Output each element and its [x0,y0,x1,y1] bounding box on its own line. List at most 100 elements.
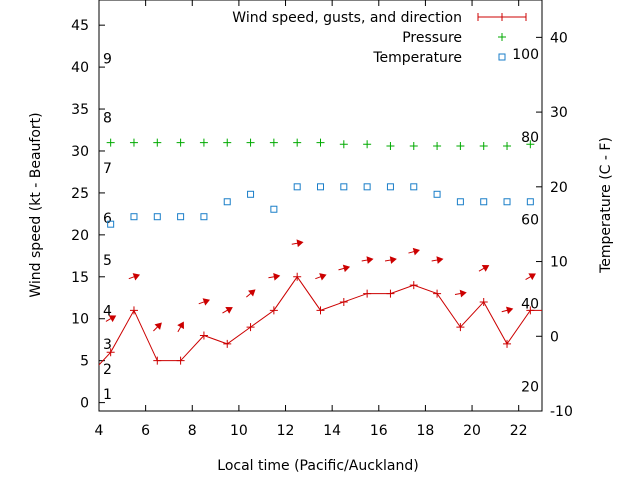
beaufort-label: 3 [103,337,112,353]
y-right-tick-label: 30 [550,105,568,121]
wind-speed-point [503,339,512,348]
pressure-point [316,138,325,147]
y-left-tick-label: 15 [71,270,89,286]
wind-speed-point [479,297,488,306]
pressure-point [503,141,512,150]
wind-direction-arrow [454,289,467,298]
y-axis-right-title: Temperature (C - F) [598,137,614,274]
temperature-point [107,220,115,228]
y-left-tick-label: 35 [71,102,89,118]
left-tick-labels: 0 5 10 15 20 25 30 35 40 45 [71,18,89,411]
beaufort-label: 6 [103,211,112,227]
legend: Wind speed, gusts, and direction Pressure… [232,10,527,66]
legend-swatch-pressure [498,33,506,41]
series-layer [83,138,558,381]
wind-direction-arrow [268,272,281,281]
pressure-point [526,140,535,149]
wind-speed-point [456,323,465,332]
wind-speed-point [153,356,162,365]
y-right-tick-label: 0 [550,329,559,345]
wind-speed-point [269,306,278,315]
beaufort-label: 5 [103,253,112,269]
pressure-point [363,140,372,149]
wind-speed-point [246,323,255,332]
beaufort-label: 2 [103,362,112,378]
x-tick-label: 18 [417,423,435,439]
temperature-point [223,198,231,206]
temperature-point [433,190,441,198]
y-left-tick-label: 40 [71,60,89,76]
wind-direction-arrow [177,321,184,333]
wind-speed-point [316,306,325,315]
wind-speed-point [386,289,395,298]
temperature-point [456,198,464,206]
pressure-point [199,138,208,147]
pressure-point [409,141,418,150]
beaufort-label: 8 [103,110,112,126]
beaufort-label: 9 [103,52,112,68]
wind-direction-arrow [478,265,490,272]
legend-label: Wind speed, gusts, and direction [232,10,462,26]
fahrenheit-labels: 20 40 60 80 100 [512,47,539,396]
wind-direction-arrow [361,256,374,264]
x-tick-labels: 4 6 8 10 12 14 16 18 20 22 [95,423,528,439]
y-left-tick-label: 25 [71,186,89,202]
wind-speed-point [199,331,208,340]
pressure-point [106,138,115,147]
fahrenheit-label: 60 [521,213,539,229]
pressure-point [293,138,302,147]
y-left-tick-label: 10 [71,312,89,328]
pressure-point [456,141,465,150]
wind-speed-point [550,306,558,314]
wind-speed-point [176,356,185,365]
wind-speed-point [83,373,91,381]
y-right-tick-label: 10 [550,255,568,271]
temperature-point [270,205,278,213]
legend-label: Temperature [372,50,462,66]
pressure-point [433,141,442,150]
y-axis-left-title: Wind speed (kt - Beaufort) [28,112,44,297]
y-right-tick-label: -10 [550,404,573,420]
wind-speed-point [433,289,442,298]
temperature-point [480,198,488,206]
x-tick-label: 16 [370,423,388,439]
pressure-point [176,138,185,147]
x-tick-label: 14 [323,423,341,439]
legend-swatch-wind [477,13,527,21]
wind-speed-point [526,306,535,315]
pressure-point [223,138,232,147]
y-left-tick-label: 5 [80,354,89,370]
fahrenheit-label: 100 [512,47,539,63]
temperature-point [503,198,511,206]
wind-speed-point [409,281,418,290]
temperature-point [177,213,185,221]
wind-speed-point [106,348,115,357]
pressure-point [269,138,278,147]
wind-speed-point [339,297,348,306]
pressure-point [129,138,138,147]
x-tick-label: 10 [230,423,248,439]
wind-direction-arrow [525,273,536,281]
beaufort-labels: 1 2 3 4 5 6 7 8 9 [103,52,112,404]
wind-speed-point [293,272,302,281]
temperature-point [386,183,394,191]
temperature-point [247,190,255,198]
pressure-point [339,140,348,149]
y-left-tick-label: 45 [71,18,89,34]
wind-speed-point [363,289,372,298]
x-tick-label: 6 [141,423,150,439]
y-right-tick-label: 20 [550,180,568,196]
wind-direction-arrow [315,273,327,281]
pressure-point [246,138,255,147]
x-tick-label: 20 [463,423,481,439]
temperature-point [410,183,418,191]
wind-direction-arrow [222,306,233,314]
plot-frame [98,0,543,412]
y-left-tick-label: 0 [80,396,89,412]
x-tick-label: 4 [95,423,104,439]
beaufort-label: 7 [103,161,112,177]
wind-direction-arrow [153,322,162,332]
legend-swatch-temperature [498,53,506,61]
wind-direction-arrow [291,239,304,248]
